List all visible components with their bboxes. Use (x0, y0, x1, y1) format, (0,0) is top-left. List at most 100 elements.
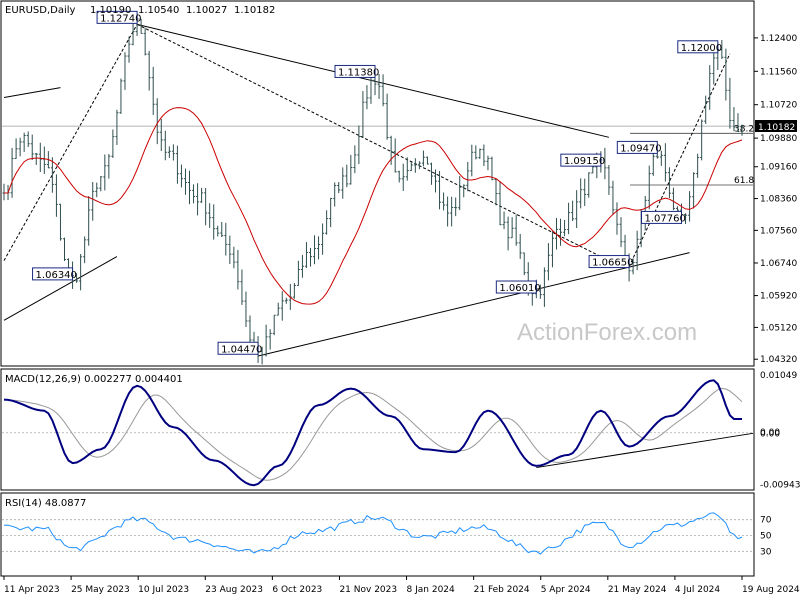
candle-73 (296, 260, 300, 286)
price-tick-1: 1.11560 (760, 67, 797, 77)
candle-96 (389, 135, 393, 165)
candle-49 (200, 187, 204, 203)
annotation-9: 1.12000 (681, 43, 722, 54)
current-price-tag-bg (755, 120, 797, 132)
candle-110 (446, 196, 450, 227)
candle-123 (498, 181, 502, 226)
candle-68 (276, 302, 280, 316)
candle-183 (740, 124, 744, 136)
macd-layer (2, 379, 754, 487)
candle-114 (462, 184, 466, 198)
price-tick-6: 1.07560 (760, 226, 797, 236)
candle-69 (280, 291, 284, 321)
candle-83 (337, 182, 341, 194)
price-panel-frame (0, 0, 755, 367)
date-tick-5: 21 Nov 2023 (339, 585, 397, 595)
candle-52 (212, 204, 216, 240)
candle-145 (587, 172, 591, 198)
macd-tick-0: 0.01049 (760, 371, 797, 381)
candle-95 (385, 93, 389, 140)
fib-label-0: 38.2 (734, 124, 754, 134)
trendline-dashed-fall (136, 23, 610, 262)
candle-59 (240, 269, 244, 305)
candle-47 (192, 184, 196, 204)
candle-163 (659, 150, 663, 166)
price-tick-0: 1.12400 (760, 34, 797, 44)
candle-88 (357, 125, 361, 165)
candle-10 (42, 146, 46, 174)
candle-21 (87, 196, 91, 246)
candle-27 (111, 129, 115, 158)
candle-31 (127, 36, 131, 63)
candle-64 (260, 346, 264, 365)
candle-87 (353, 145, 357, 174)
candle-48 (196, 183, 200, 216)
candle-4 (18, 137, 22, 157)
candle-149 (603, 147, 607, 180)
candle-79 (321, 223, 325, 255)
candle-169 (684, 213, 688, 225)
candle-167 (675, 206, 679, 211)
candle-113 (458, 175, 462, 211)
candle-182 (736, 113, 740, 133)
candle-99 (401, 163, 405, 191)
candle-3 (14, 138, 18, 159)
annotation-3: 1.04470 (221, 344, 262, 355)
candle-53 (216, 225, 220, 237)
candle-50 (204, 188, 208, 226)
candle-142 (575, 190, 579, 228)
candle-98 (397, 170, 401, 183)
candle-24 (99, 176, 103, 192)
candle-179 (724, 48, 728, 101)
candle-129 (522, 252, 526, 276)
candle-14 (58, 203, 62, 241)
date-tick-9: 21 May 2024 (608, 585, 667, 595)
trendline-dashed-rise (3, 24, 138, 261)
macd-signal-line (3, 387, 743, 481)
annotation-box-4 (495, 280, 537, 294)
candle-41 (167, 146, 171, 158)
annotation-5: 1.09150 (564, 156, 605, 167)
date-tick-3: 23 Aug 2023 (205, 585, 263, 595)
candle-136 (550, 231, 554, 268)
candle-43 (175, 145, 179, 184)
candle-100 (405, 157, 409, 181)
date-tick-7: 21 Feb 2024 (474, 585, 530, 595)
candle-107 (434, 169, 438, 193)
candle-93 (377, 73, 381, 99)
rsi-tick-1: 50 (760, 532, 772, 542)
price-tick-9: 1.05120 (760, 323, 797, 333)
candle-126 (510, 217, 514, 239)
candle-77 (313, 235, 317, 265)
candle-61 (248, 315, 252, 343)
candle-81 (329, 197, 333, 228)
candle-170 (688, 191, 692, 222)
candle-90 (365, 85, 369, 110)
trendline-upper-left (3, 87, 61, 99)
candle-82 (333, 182, 337, 207)
candle-160 (647, 165, 651, 210)
candle-40 (163, 130, 167, 161)
annotation-box-6 (588, 255, 630, 269)
candle-20 (83, 236, 87, 264)
candle-65 (264, 324, 268, 357)
date-tick-8: 5 Apr 2024 (541, 585, 591, 595)
candle-67 (272, 314, 276, 336)
candle-152 (615, 202, 619, 235)
macd-tick-2: 0.00 (760, 429, 780, 439)
candle-112 (454, 197, 458, 217)
candle-178 (720, 39, 724, 59)
price-tick-10: 1.04320 (760, 355, 797, 365)
candle-109 (442, 192, 446, 211)
candle-111 (450, 196, 454, 227)
candle-176 (712, 47, 716, 85)
candle-127 (514, 214, 518, 246)
rsi-tick-2: 30 (760, 547, 772, 557)
candle-25 (103, 154, 107, 191)
price-tick-4: 1.09160 (760, 163, 797, 173)
candle-117 (474, 145, 478, 160)
candle-175 (708, 65, 712, 110)
candle-78 (317, 236, 321, 260)
candle-9 (38, 142, 42, 172)
